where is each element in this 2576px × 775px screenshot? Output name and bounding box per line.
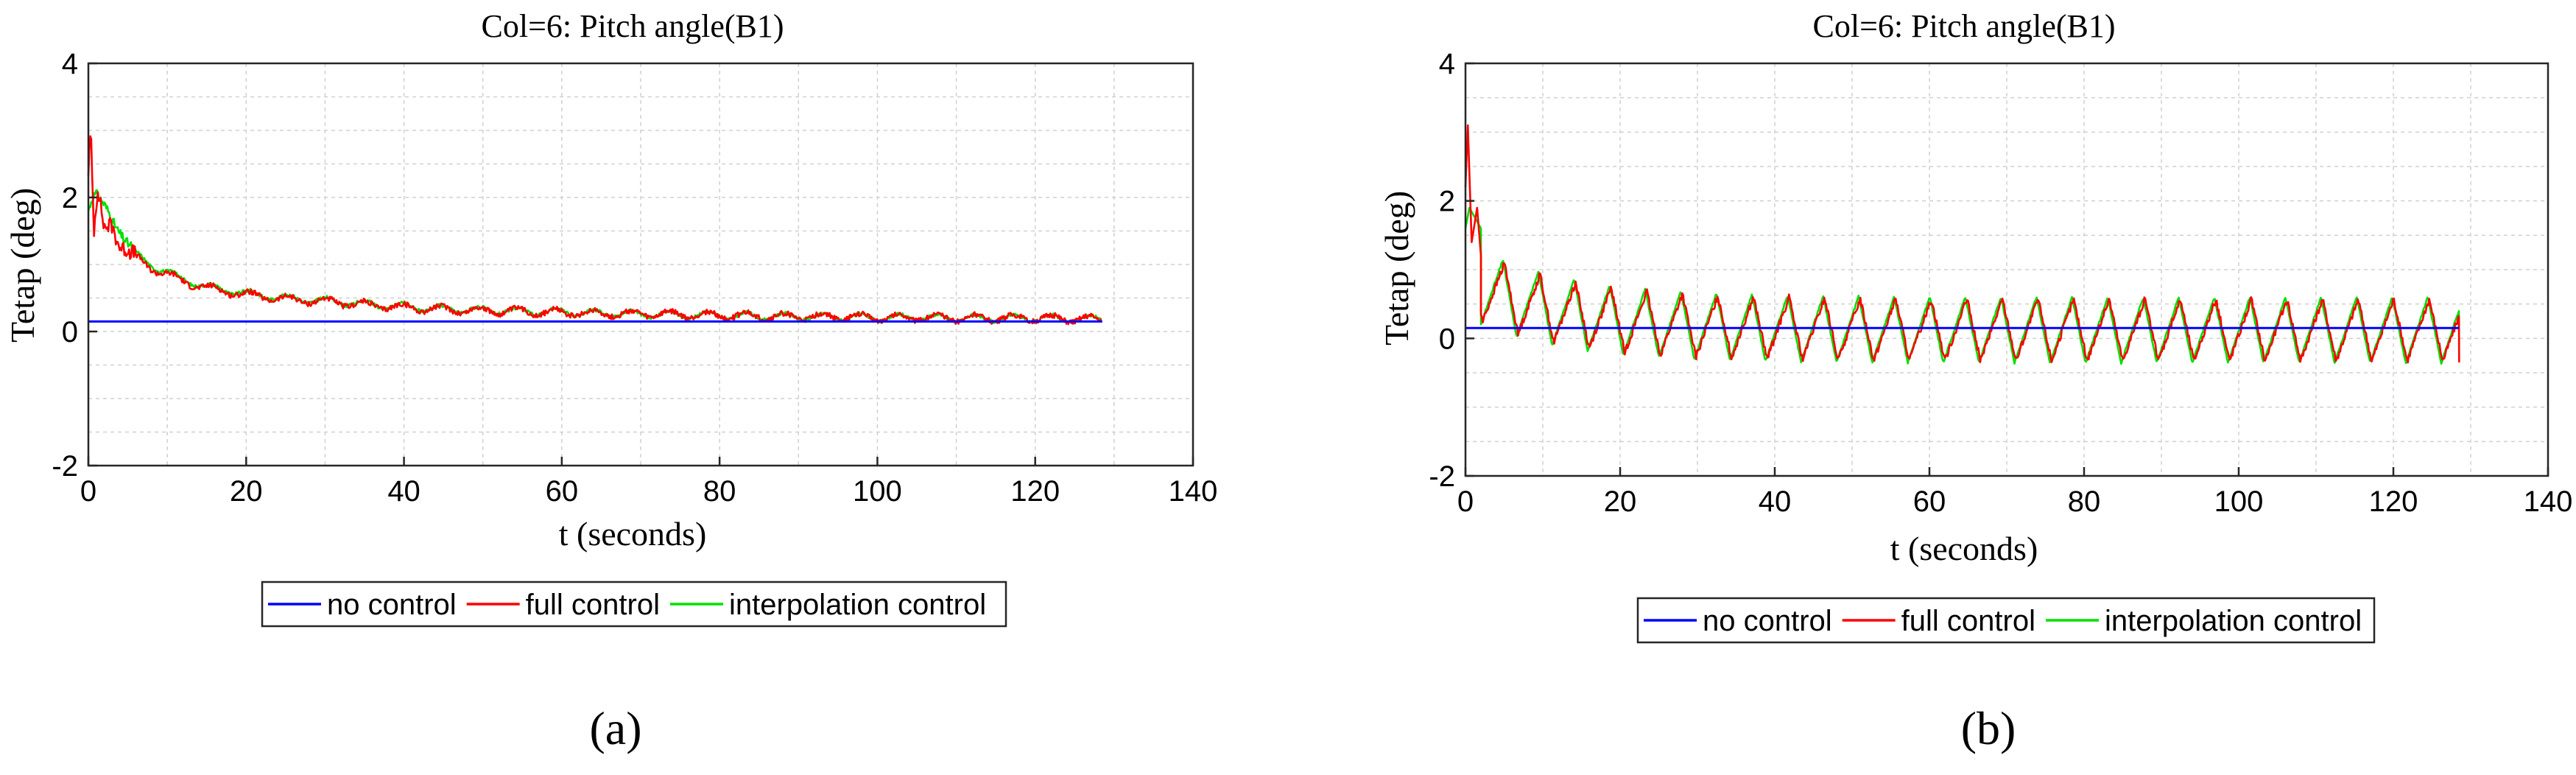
x-tick-label: 40 xyxy=(387,475,420,508)
plot-area xyxy=(87,135,1102,326)
axes-frame xyxy=(1464,62,2549,477)
chart-panel-b: Col=6: Pitch angle(B1) 0 20 40 60 80 100 120 14… xyxy=(1378,8,2572,754)
x-tick-label: 20 xyxy=(230,475,263,508)
series-line-full-control xyxy=(1464,124,2460,364)
series-line-interpolation-control xyxy=(1464,206,2460,365)
panel-label-b: (b) xyxy=(1961,702,2016,754)
chart-grid xyxy=(88,63,1194,466)
chart-legend: no control full control interpolation cont… xyxy=(1636,597,2376,644)
x-tick-label: 0 xyxy=(1457,485,1474,518)
y-tick-label: 4 xyxy=(1439,48,1455,80)
x-tick-label: 60 xyxy=(546,475,579,508)
y-tick-label: 2 xyxy=(1439,186,1455,218)
legend-label: interpolation control xyxy=(2105,605,2362,637)
legend-box xyxy=(1636,597,2376,644)
x-tick-label: 120 xyxy=(2369,485,2418,518)
x-axis-label: t (seconds) xyxy=(559,515,707,553)
legend-box xyxy=(261,581,1007,628)
legend-label: full control xyxy=(1901,605,2035,637)
y-tick-label: 4 xyxy=(62,48,78,80)
y-tick-label: -2 xyxy=(52,450,78,483)
series-line-interpolation-control xyxy=(87,189,1102,325)
legend-label: no control xyxy=(1703,605,1832,637)
chart-title: Col=6: Pitch angle(B1) xyxy=(1813,8,2116,44)
legend-label: interpolation control xyxy=(729,589,986,621)
x-tick-label: 40 xyxy=(1759,485,1792,518)
chart-grid xyxy=(1465,63,2549,477)
x-axis-label: t (seconds) xyxy=(1890,530,2038,567)
chart-panel-a: Col=6: Pitch angle(B1) 0 20 40 60 80 100 120 14… xyxy=(4,8,1217,754)
chart-legend: no control full control interpolation cont… xyxy=(261,581,1007,628)
x-tick-label: 140 xyxy=(2524,485,2573,518)
y-tick-label: 0 xyxy=(62,316,78,348)
series-line-full-control xyxy=(87,135,1102,326)
x-tick-label: 120 xyxy=(1010,475,1060,508)
x-tick-label: 100 xyxy=(853,475,902,508)
y-tick-label: -2 xyxy=(1429,460,1455,493)
y-tick-label: 0 xyxy=(1439,323,1455,355)
x-tick-label: 80 xyxy=(703,475,736,508)
x-tick-label: 0 xyxy=(80,475,96,508)
legend-label: full control xyxy=(526,589,660,621)
y-tick-label: 2 xyxy=(62,182,78,214)
y-axis-label: Tetap (deg) xyxy=(4,188,41,343)
x-tick-label: 60 xyxy=(1913,485,1946,518)
legend-label: no control xyxy=(327,589,457,621)
axes-frame xyxy=(87,62,1194,467)
chart-title: Col=6: Pitch angle(B1) xyxy=(482,8,784,44)
x-tick-label: 100 xyxy=(2214,485,2264,518)
y-axis-label: Tetap (deg) xyxy=(1378,191,1415,346)
x-tick-label: 20 xyxy=(1604,485,1637,518)
panel-label-a: (a) xyxy=(589,702,641,754)
x-tick-label: 140 xyxy=(1169,475,1218,508)
plot-area xyxy=(1464,124,2460,365)
x-tick-label: 80 xyxy=(2068,485,2101,518)
